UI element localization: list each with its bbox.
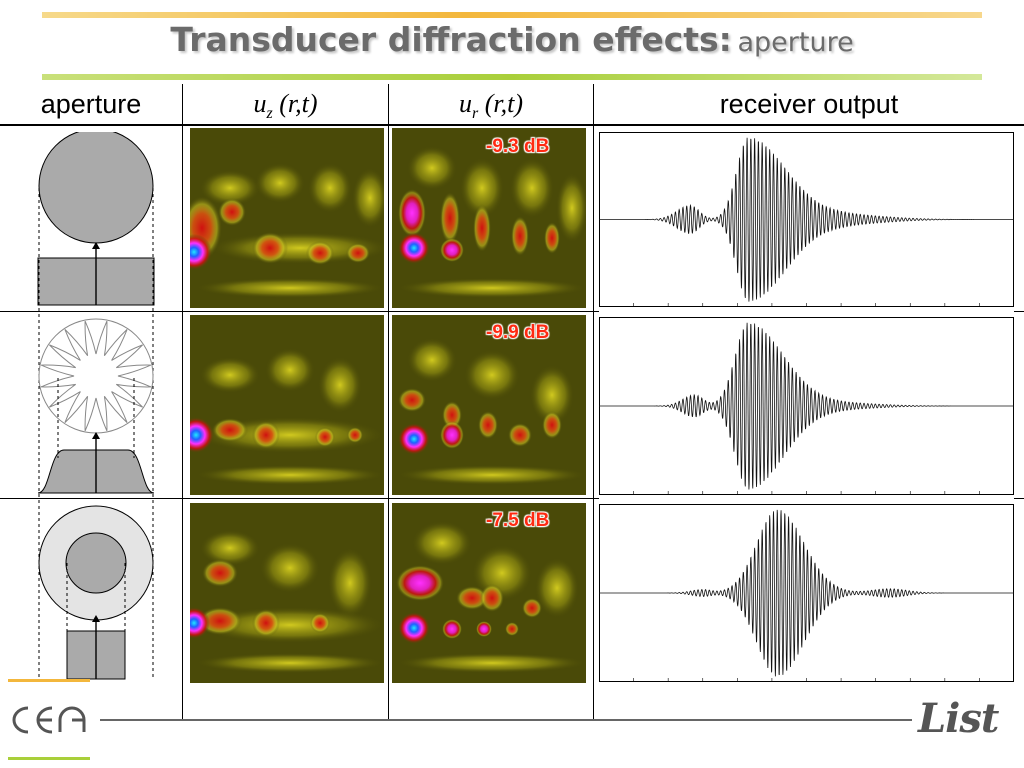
header-ur: ur (r,t) — [389, 84, 593, 124]
uz-field-map-row3 — [190, 503, 384, 683]
header-aperture: aperture — [40, 89, 142, 119]
header-ur-args: (r,t) — [484, 89, 523, 118]
uz-field-map-row1 — [190, 128, 384, 308]
title-main: Transducer diffraction effects: — [170, 20, 732, 59]
cea-logo — [8, 700, 93, 745]
db-label-row2: -9.9 dB — [486, 322, 550, 343]
col-divider-2 — [388, 84, 389, 720]
aperture-annular-diagram — [30, 505, 162, 686]
waveform-trace — [599, 137, 1014, 302]
list-logo: List — [918, 695, 999, 742]
aperture-disk-diagram — [30, 128, 162, 687]
db-label-row3: -7.5 dB — [486, 510, 550, 531]
footer-accent-top — [8, 679, 90, 682]
title-sub: aperture — [737, 27, 854, 58]
table-top-rule — [0, 124, 1024, 126]
receiver-waveform-row3 — [599, 504, 1014, 687]
ur-field-map-row3 — [392, 503, 586, 683]
row-divider-1 — [0, 311, 1024, 312]
row-divider-2 — [0, 498, 1024, 499]
uz-field-map-row2 — [190, 315, 384, 495]
header-ur-sub: r — [471, 105, 479, 123]
header-receiver: receiver output — [719, 89, 899, 119]
title-bar-bottom — [42, 74, 982, 80]
ur-field-map-row1 — [392, 128, 586, 308]
slide-title: Transducer diffraction effects: aperture — [0, 20, 1024, 59]
header-uz-base: u — [253, 89, 267, 118]
header-uz-args: (r,t) — [279, 89, 318, 118]
col-divider-1 — [182, 84, 183, 720]
waveform-trace — [599, 322, 1014, 490]
footer-accent-bottom — [8, 757, 90, 760]
col-divider-3 — [593, 84, 594, 720]
title-bar-top — [42, 12, 982, 18]
header-ur-base: u — [458, 89, 472, 118]
header-uz-sub: z — [266, 105, 273, 123]
header-uz: uz (r,t) — [183, 84, 388, 124]
receiver-waveform-row2 — [599, 317, 1014, 500]
aperture-star-diagram — [30, 318, 162, 503]
ur-field-map-row2 — [392, 315, 586, 495]
db-label-row1: -9.3 dB — [486, 136, 550, 157]
waveform-trace — [599, 509, 1014, 677]
receiver-waveform-row1 — [599, 132, 1014, 312]
footer-rule — [100, 719, 912, 721]
